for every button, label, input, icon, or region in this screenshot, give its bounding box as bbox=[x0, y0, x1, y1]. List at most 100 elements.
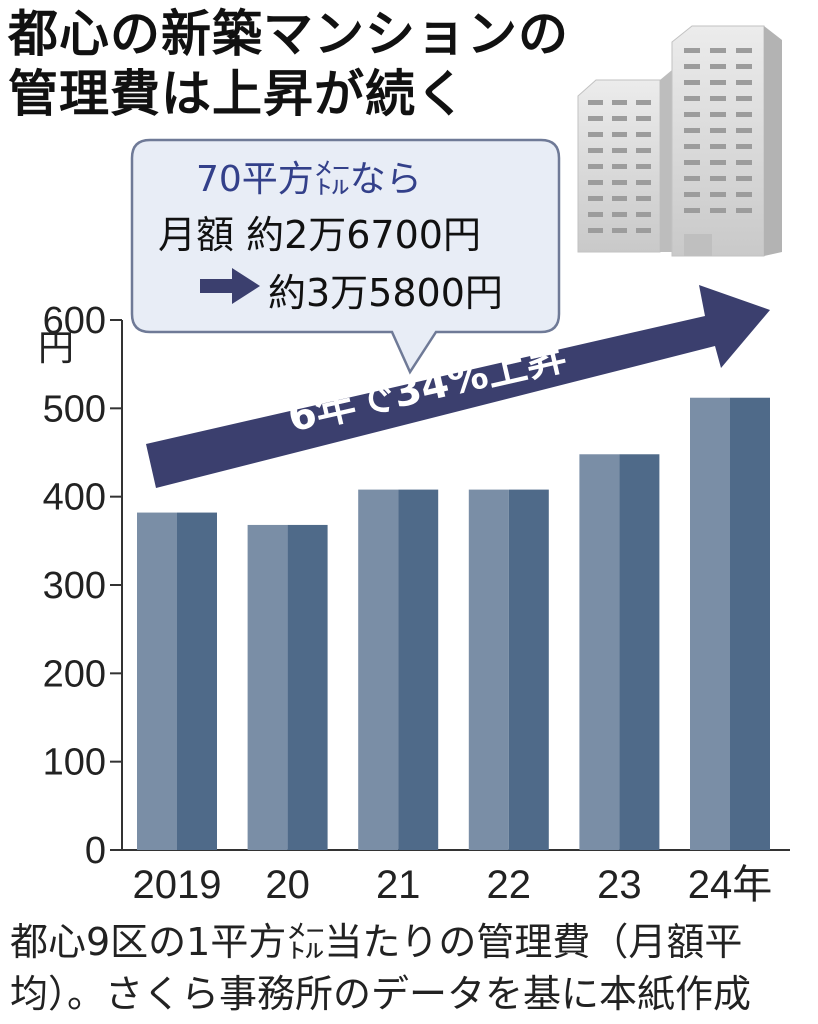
building-window bbox=[612, 116, 627, 121]
building-window bbox=[684, 64, 700, 69]
y-tick-label: 200 bbox=[43, 653, 106, 695]
building-window bbox=[588, 228, 603, 233]
building-window bbox=[736, 160, 752, 165]
building-window bbox=[684, 96, 700, 101]
y-tick-label: 0 bbox=[85, 830, 106, 872]
building-window bbox=[710, 96, 726, 101]
trend-arrow-label: 6年で34%上昇 bbox=[284, 333, 571, 441]
building-window bbox=[736, 112, 752, 117]
bar-light-half bbox=[468, 489, 509, 850]
bar-dark-half bbox=[177, 512, 217, 850]
y-tick-label: 500 bbox=[43, 388, 106, 430]
bar bbox=[358, 489, 439, 850]
building-window bbox=[710, 128, 726, 133]
bar bbox=[579, 454, 660, 850]
building-window bbox=[636, 132, 651, 137]
callout-bubble bbox=[130, 138, 561, 375]
building-window bbox=[684, 144, 700, 149]
x-tick-label: 20 bbox=[265, 863, 310, 907]
building-window bbox=[636, 116, 651, 121]
y-tick-label: 600 bbox=[43, 300, 106, 342]
building-window bbox=[588, 180, 603, 185]
x-tick-label: 24年 bbox=[688, 863, 773, 907]
building-window bbox=[636, 196, 651, 201]
building-window bbox=[612, 228, 627, 233]
bar-dark-half bbox=[398, 489, 439, 850]
building-window bbox=[588, 148, 603, 153]
source-note: 都心9区の1平方㍍当たりの管理費（月額平 均）。さくら事務所のデータを基に本紙作… bbox=[10, 916, 810, 1020]
bar-light-half bbox=[247, 524, 288, 850]
building-window bbox=[636, 180, 651, 185]
building-window bbox=[684, 208, 700, 213]
building-window bbox=[710, 64, 726, 69]
building-window bbox=[612, 148, 627, 153]
source-note-line-1: 都心9区の1平方㍍当たりの管理費（月額平 bbox=[10, 920, 743, 964]
building-window bbox=[736, 96, 752, 101]
building-window bbox=[588, 164, 603, 169]
bar bbox=[690, 397, 770, 850]
source-note-line-2: 均）。さくら事務所のデータを基に本紙作成 bbox=[10, 972, 752, 1016]
y-tick-label: 100 bbox=[43, 742, 106, 784]
x-tick-label: 22 bbox=[487, 863, 532, 907]
bar-dark-half bbox=[730, 397, 770, 850]
building-window bbox=[736, 176, 752, 181]
building-window bbox=[710, 176, 726, 181]
right-arrow-icon bbox=[200, 268, 260, 304]
building-icon bbox=[577, 25, 782, 257]
building-window bbox=[612, 164, 627, 169]
building-window bbox=[636, 228, 651, 233]
building-window bbox=[684, 80, 700, 85]
callout-to-text: 約3万5800円 bbox=[268, 271, 503, 315]
x-tick-label: 23 bbox=[597, 863, 642, 907]
building-window bbox=[636, 212, 651, 217]
building-window bbox=[710, 192, 726, 197]
y-tick-label: 300 bbox=[43, 565, 106, 607]
trend-arrow-icon bbox=[146, 285, 770, 488]
building-window bbox=[612, 212, 627, 217]
x-tick-label: 2019 bbox=[133, 863, 222, 907]
bar bbox=[468, 489, 549, 850]
title-line-1: 都心の新築マンションの bbox=[8, 5, 569, 63]
building-window bbox=[736, 128, 752, 133]
y-unit-label: 円 bbox=[38, 327, 74, 368]
building-window bbox=[736, 208, 752, 213]
building-window bbox=[612, 100, 627, 105]
building-window bbox=[588, 100, 603, 105]
building-window bbox=[684, 160, 700, 165]
building-window bbox=[684, 112, 700, 117]
chart-title: 都心の新築マンションの 管理費は上昇が続く bbox=[8, 4, 569, 124]
x-tick-label: 21 bbox=[376, 863, 421, 907]
building-window bbox=[612, 132, 627, 137]
building-window bbox=[736, 80, 752, 85]
building-window bbox=[588, 212, 603, 217]
building-window bbox=[636, 148, 651, 153]
bar-light-half bbox=[137, 512, 177, 850]
building-window bbox=[710, 80, 726, 85]
building-window bbox=[736, 192, 752, 197]
callout-condition: 70平方㍍なら bbox=[196, 159, 422, 200]
bar bbox=[247, 524, 328, 850]
building-window bbox=[710, 208, 726, 213]
building-window bbox=[684, 128, 700, 133]
building-window bbox=[736, 144, 752, 149]
bar-light-half bbox=[579, 454, 620, 850]
building-window bbox=[612, 196, 627, 201]
building-window bbox=[588, 132, 603, 137]
building-window bbox=[710, 48, 726, 53]
bar-dark-half bbox=[508, 489, 549, 850]
building-window bbox=[736, 64, 752, 69]
building-window bbox=[588, 116, 603, 121]
bar-dark-half bbox=[287, 524, 328, 850]
bar-light-half bbox=[358, 489, 399, 850]
title-line-2: 管理費は上昇が続く bbox=[8, 65, 467, 123]
callout-from-text: 月額 約2万6700円 bbox=[158, 213, 481, 257]
building-window bbox=[710, 160, 726, 165]
building-window bbox=[710, 144, 726, 149]
building-window bbox=[636, 164, 651, 169]
building-window bbox=[684, 48, 700, 53]
building-window bbox=[710, 112, 726, 117]
bar-dark-half bbox=[619, 454, 660, 850]
bar bbox=[137, 512, 217, 850]
building-window bbox=[736, 48, 752, 53]
